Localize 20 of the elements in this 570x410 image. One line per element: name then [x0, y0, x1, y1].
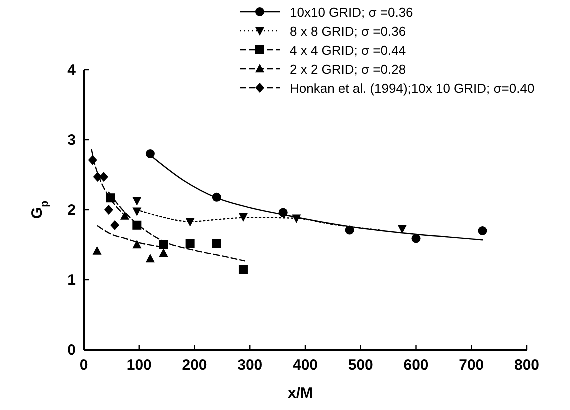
y-tick-label: 0 [68, 342, 76, 359]
x-tick-label: 600 [404, 357, 429, 374]
x-tick-label: 200 [182, 357, 208, 374]
x-tick-label: 700 [459, 357, 484, 374]
y-tick-label: 4 [68, 62, 77, 79]
y-tick-label: 3 [68, 132, 76, 149]
x-tick-label: 100 [126, 357, 152, 374]
legend-label: 10x10 GRID; σ =0.36 [290, 5, 414, 20]
legend-label: 4 x 4 GRID; σ =0.44 [290, 43, 406, 58]
legend-label: Honkan et al. (1994);10x 10 GRID; σ=0.40 [290, 81, 535, 96]
x-tick-label: 500 [348, 357, 374, 374]
x-tick-label: 300 [238, 357, 263, 374]
legend-label: 8 x 8 GRID; σ =0.36 [290, 24, 406, 39]
y-tick-label: 1 [68, 272, 76, 289]
x-tick-label: 0 [80, 357, 88, 374]
x-tick-label: 800 [514, 357, 540, 374]
legend-label: 2 x 2 GRID; σ =0.28 [290, 62, 406, 77]
y-tick-label: 2 [68, 202, 76, 219]
x-tick-label: 400 [292, 357, 318, 374]
x-axis-title: x/M [288, 385, 314, 402]
